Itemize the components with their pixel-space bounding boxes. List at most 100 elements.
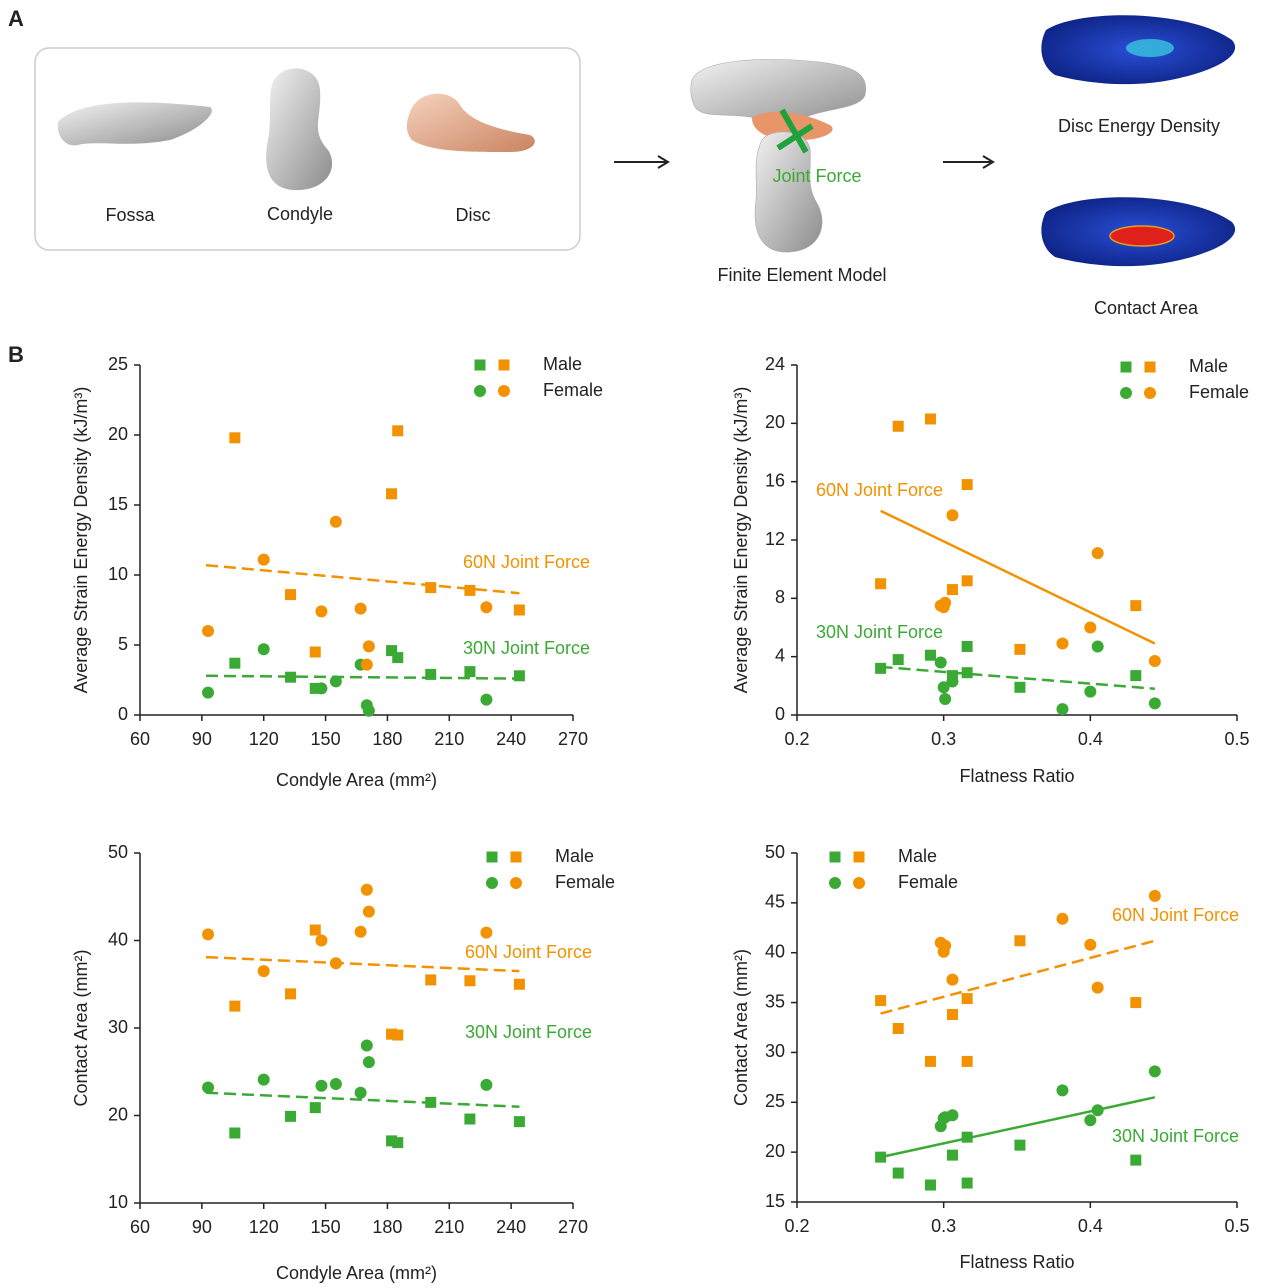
y-tick-label: 0 xyxy=(775,704,785,724)
point xyxy=(361,884,373,896)
part-label: Condyle xyxy=(267,204,333,224)
x-tick-label: 0.5 xyxy=(1224,729,1249,749)
series-label: 60N Joint Force xyxy=(816,480,943,500)
legend-marker xyxy=(510,877,522,889)
point xyxy=(310,1102,321,1113)
legend-label: Male xyxy=(543,354,582,374)
point xyxy=(229,432,240,443)
y-tick-label: 10 xyxy=(108,1192,128,1212)
point xyxy=(229,1128,240,1139)
y-tick-label: 45 xyxy=(765,892,785,912)
x-axis-label: Condyle Area (mm²) xyxy=(276,770,437,790)
point xyxy=(392,1030,403,1041)
point xyxy=(363,640,375,652)
y-tick-label: 15 xyxy=(108,494,128,514)
point xyxy=(363,705,375,717)
y-tick-label: 50 xyxy=(765,842,785,862)
point xyxy=(946,509,958,521)
legend-marker xyxy=(1121,362,1132,373)
point xyxy=(1056,638,1068,650)
point xyxy=(464,666,475,677)
point xyxy=(962,993,973,1004)
trend-line xyxy=(881,941,1155,1014)
point xyxy=(285,988,296,999)
legend-marker xyxy=(498,385,510,397)
x-tick-label: 270 xyxy=(558,729,588,749)
legend-marker xyxy=(1120,387,1132,399)
point xyxy=(355,926,367,938)
legend-label: Female xyxy=(898,872,958,892)
point xyxy=(514,605,525,616)
point xyxy=(947,1150,958,1161)
model-label: Finite Element Model xyxy=(717,265,886,285)
legend-marker xyxy=(830,852,841,863)
point xyxy=(925,413,936,424)
y-tick-label: 15 xyxy=(765,1191,785,1211)
y-tick-label: 40 xyxy=(108,929,128,949)
series-label: 60N Joint Force xyxy=(465,942,592,962)
point xyxy=(310,647,321,658)
point xyxy=(1014,1140,1025,1151)
series-label: 30N Joint Force xyxy=(465,1022,592,1042)
point xyxy=(1130,997,1141,1008)
point xyxy=(315,605,327,617)
x-tick-label: 150 xyxy=(311,1217,341,1237)
point xyxy=(1092,547,1104,559)
y-tick-label: 30 xyxy=(108,1017,128,1037)
arrow xyxy=(943,156,993,168)
legend-marker xyxy=(486,877,498,889)
energy-hotspot xyxy=(1126,39,1174,57)
legend-label: Male xyxy=(1189,356,1228,376)
disc-shape xyxy=(407,94,535,152)
legend-label: Female xyxy=(555,872,615,892)
point xyxy=(330,516,342,528)
force-label: Joint Force xyxy=(772,166,861,186)
x-axis-label: Condyle Area (mm²) xyxy=(276,1263,437,1283)
point xyxy=(229,1001,240,1012)
y-tick-label: 20 xyxy=(765,1141,785,1161)
series-label: 30N Joint Force xyxy=(463,638,590,658)
legend-marker xyxy=(1144,387,1156,399)
x-tick-label: 120 xyxy=(249,729,279,749)
point xyxy=(1056,913,1068,925)
panel-label: B xyxy=(8,342,24,367)
fe-condyle xyxy=(755,132,822,252)
legend-marker xyxy=(853,877,865,889)
y-tick-label: 0 xyxy=(118,704,128,724)
point xyxy=(392,425,403,436)
x-tick-label: 120 xyxy=(249,1217,279,1237)
fossa-shape xyxy=(58,102,212,145)
point xyxy=(386,488,397,499)
point xyxy=(939,1111,951,1123)
point xyxy=(202,625,214,637)
point xyxy=(1084,939,1096,951)
y-tick-label: 20 xyxy=(108,424,128,444)
point xyxy=(1149,697,1161,709)
point xyxy=(935,657,947,669)
legend-marker xyxy=(474,385,486,397)
point xyxy=(392,652,403,663)
x-tick-label: 60 xyxy=(130,729,150,749)
series-label: 60N Joint Force xyxy=(1112,905,1239,925)
point xyxy=(947,584,958,595)
y-tick-label: 5 xyxy=(118,634,128,654)
x-tick-label: 90 xyxy=(192,1217,212,1237)
series-label: 30N Joint Force xyxy=(816,622,943,642)
x-tick-label: 0.4 xyxy=(1078,1216,1103,1236)
point xyxy=(355,1087,367,1099)
legend-marker xyxy=(499,360,510,371)
point xyxy=(258,1074,270,1086)
x-tick-label: 240 xyxy=(496,729,526,749)
point xyxy=(939,693,951,705)
point xyxy=(315,935,327,947)
point xyxy=(1014,644,1025,655)
legend-marker xyxy=(1145,362,1156,373)
legend-marker xyxy=(487,852,498,863)
point xyxy=(1014,682,1025,693)
point xyxy=(962,575,973,586)
y-tick-label: 35 xyxy=(765,991,785,1011)
point xyxy=(1056,1084,1068,1096)
x-tick-label: 270 xyxy=(558,1217,588,1237)
legend-marker xyxy=(854,852,865,863)
x-axis-label: Flatness Ratio xyxy=(959,1252,1074,1272)
